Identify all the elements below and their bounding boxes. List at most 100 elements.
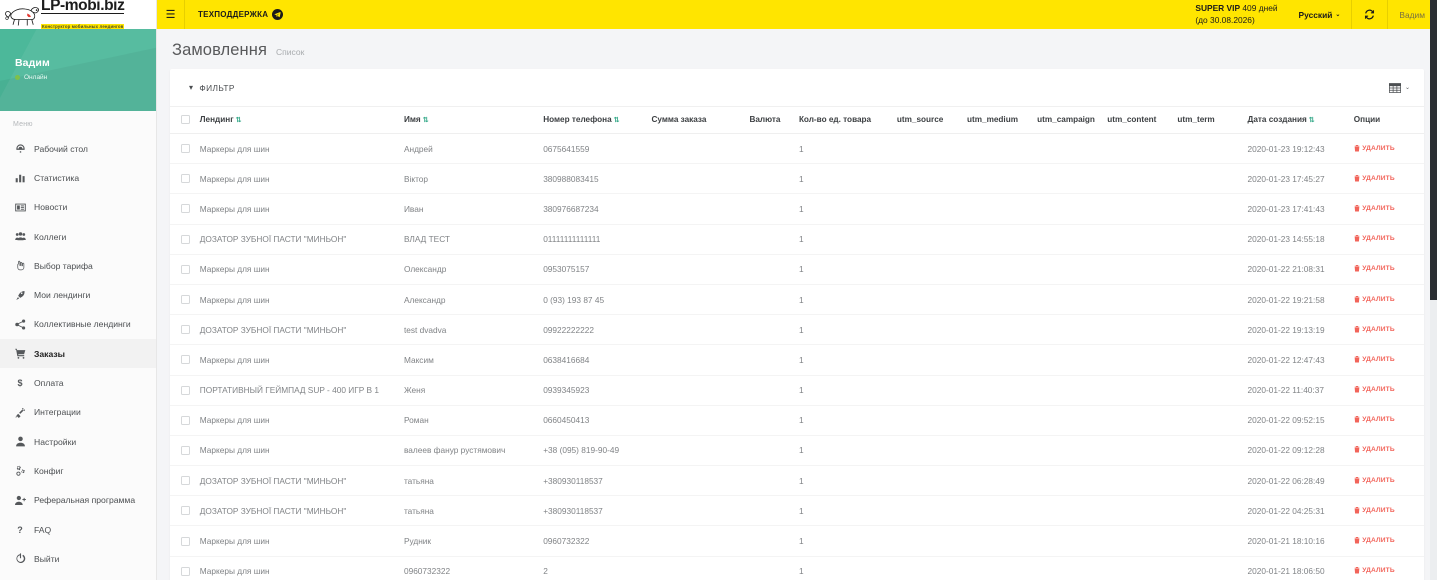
col-header-name[interactable]: Имя ⇅ bbox=[399, 107, 540, 134]
sidebar-item-payment[interactable]: $ Оплата bbox=[0, 368, 156, 397]
table-row[interactable]: Маркеры для шин Олександр 0953075157 1 2020-… bbox=[170, 254, 1424, 285]
sidebar-item-tariff[interactable]: Выбор тарифа bbox=[0, 251, 156, 280]
table-row[interactable]: Маркеры для шин Андрей 0675641559 1 2020-01-… bbox=[170, 133, 1424, 165]
row-checkbox[interactable] bbox=[181, 355, 190, 365]
delete-row-button[interactable]: УДАЛИТЬ bbox=[1354, 567, 1395, 574]
row-select-cell[interactable] bbox=[170, 495, 196, 527]
table-row[interactable]: Маркеры для шин Рудник 0960732322 1 2020-01-… bbox=[170, 525, 1424, 557]
table-row[interactable]: Маркеры для шин 0960732322 2 1 2020-01-21 18… bbox=[170, 556, 1424, 580]
col-header-phone[interactable]: Номер телефона ⇅ bbox=[539, 107, 648, 134]
profile-card[interactable]: Вадим Онлайн bbox=[0, 29, 156, 111]
filter-button[interactable]: ▾​ ФИЛЬТР bbox=[189, 83, 235, 93]
row-checkbox[interactable] bbox=[181, 415, 190, 425]
delete-row-button[interactable]: УДАЛИТЬ bbox=[1354, 174, 1395, 182]
delete-row-button[interactable]: УДАЛИТЬ bbox=[1354, 325, 1395, 333]
delete-row-button[interactable]: УДАЛИТЬ bbox=[1354, 476, 1395, 484]
table-row[interactable]: ДОЗАТОР ЗУБНОЇ ПАСТИ "МИНЬОН" татьяна +380… bbox=[170, 465, 1424, 497]
col-header-utm-content[interactable]: utm_content bbox=[1103, 107, 1174, 134]
delete-row-button[interactable]: УДАЛИТЬ bbox=[1354, 204, 1395, 212]
row-checkbox[interactable] bbox=[181, 295, 190, 305]
table-row[interactable]: Маркеры для шин Иван 380976687234 1 2020-01-… bbox=[170, 193, 1424, 225]
row-checkbox[interactable] bbox=[181, 204, 190, 214]
row-select-cell[interactable] bbox=[170, 224, 196, 255]
sidebar-item-config[interactable]: Конфиг bbox=[0, 456, 156, 485]
sidebar-item-colleagues[interactable]: Коллеги bbox=[0, 222, 156, 251]
table-row[interactable]: Маркеры для шин Максим 0638416684 1 2020-01-… bbox=[170, 344, 1424, 376]
user-menu[interactable]: Вадим bbox=[1387, 0, 1437, 29]
hamburger-menu-icon[interactable]: ☰ bbox=[157, 0, 185, 29]
row-select-cell[interactable] bbox=[170, 405, 196, 436]
table-row[interactable]: Маркеры для шин Александр 0 (93) 193 87 45… bbox=[170, 284, 1424, 316]
row-select-cell[interactable] bbox=[170, 435, 196, 467]
row-checkbox[interactable] bbox=[181, 144, 190, 154]
row-select-cell[interactable] bbox=[170, 163, 196, 195]
delete-row-button[interactable]: УДАЛИТЬ bbox=[1354, 295, 1395, 303]
table-row[interactable]: Маркеры для шин Роман 0660450413 1 2020-01-2… bbox=[170, 405, 1424, 436]
table-row[interactable]: Маркеры для шин Віктор 380988083415 1 2020-0… bbox=[170, 163, 1424, 195]
col-header-landing[interactable]: Лендинг ⇅ bbox=[195, 107, 400, 134]
sidebar-item-orders[interactable]: Заказы bbox=[0, 339, 156, 369]
col-header-sum[interactable]: Сумма заказа bbox=[647, 107, 746, 134]
row-select-cell[interactable] bbox=[170, 375, 196, 406]
sidebar-item-collective-landings[interactable]: Коллективные лендинги bbox=[0, 310, 156, 339]
sidebar-item-logout[interactable]: Выйти bbox=[0, 544, 156, 573]
table-row[interactable]: ДОЗАТОР ЗУБНОЇ ПАСТИ "МИНЬОН" ВЛАД ТЕСТ 01… bbox=[170, 224, 1424, 255]
col-header-utm-source[interactable]: utm_source bbox=[892, 107, 964, 134]
page-scrollbar-thumb[interactable] bbox=[1430, 0, 1437, 300]
row-checkbox[interactable] bbox=[181, 506, 190, 516]
refresh-icon[interactable] bbox=[1351, 0, 1387, 29]
row-checkbox[interactable] bbox=[181, 174, 190, 184]
row-checkbox[interactable] bbox=[181, 234, 190, 244]
sidebar-item-settings[interactable]: Настройки bbox=[0, 427, 156, 456]
row-select-cell[interactable] bbox=[170, 133, 196, 165]
table-row[interactable]: ПОРТАТИВНЫЙ ГЕЙМПАД SUP - 400 ИГР В 1 Жен… bbox=[170, 375, 1424, 406]
delete-row-button[interactable]: УДАЛИТЬ bbox=[1354, 144, 1395, 152]
col-header-utm-term[interactable]: utm_term bbox=[1173, 107, 1244, 134]
row-select-cell[interactable] bbox=[170, 314, 196, 346]
row-checkbox[interactable] bbox=[181, 325, 190, 335]
col-header-utm-campaign[interactable]: utm_campaign bbox=[1033, 107, 1104, 134]
delete-row-button[interactable]: УДАЛИТЬ bbox=[1354, 537, 1395, 544]
row-select-cell[interactable] bbox=[170, 193, 196, 225]
sidebar-item-referral-program[interactable]: Реферальная программа bbox=[0, 486, 156, 515]
sidebar-item-my-landings[interactable]: Мои лендинги bbox=[0, 280, 156, 309]
delete-row-button[interactable]: УДАЛИТЬ bbox=[1354, 355, 1395, 363]
delete-row-button[interactable]: УДАЛИТЬ bbox=[1354, 235, 1395, 242]
row-select-cell[interactable] bbox=[170, 465, 196, 497]
row-checkbox[interactable] bbox=[181, 445, 190, 455]
row-checkbox[interactable] bbox=[181, 385, 190, 395]
row-select-cell[interactable] bbox=[170, 525, 196, 557]
row-select-cell[interactable] bbox=[170, 254, 196, 285]
delete-row-button[interactable]: УДАЛИТЬ bbox=[1354, 416, 1395, 423]
table-row[interactable]: ДОЗАТОР ЗУБНОЇ ПАСТИ "МИНЬОН" татьяна +380… bbox=[170, 495, 1424, 527]
sidebar-item-dashboard[interactable]: Рабочий стол bbox=[0, 134, 156, 163]
delete-row-button[interactable]: УДАЛИТЬ bbox=[1354, 386, 1395, 393]
select-all-checkbox[interactable] bbox=[181, 115, 190, 124]
row-select-cell[interactable] bbox=[170, 344, 196, 376]
sidebar-item-faq[interactable]: ? FAQ bbox=[0, 515, 156, 544]
col-header-qty[interactable]: Кол-во ед. товара bbox=[794, 107, 893, 134]
row-select-cell[interactable] bbox=[170, 556, 196, 580]
row-checkbox[interactable] bbox=[181, 566, 190, 576]
row-select-cell[interactable] bbox=[170, 284, 196, 316]
sidebar-item-news[interactable]: Новости bbox=[0, 193, 156, 222]
language-selector[interactable]: Русский ⌄ bbox=[1288, 0, 1352, 29]
delete-row-button[interactable]: УДАЛИТЬ bbox=[1354, 446, 1395, 453]
delete-row-button[interactable]: УДАЛИТЬ bbox=[1354, 265, 1395, 272]
support-link[interactable]: ТЕХПОДДЕРЖКА bbox=[185, 0, 297, 29]
row-checkbox[interactable] bbox=[181, 264, 190, 274]
page-scrollbar-track[interactable] bbox=[1430, 0, 1437, 580]
row-checkbox[interactable] bbox=[181, 476, 190, 486]
delete-row-button[interactable]: УДАЛИТЬ bbox=[1354, 506, 1395, 514]
column-chooser-button[interactable]: ⌄ bbox=[1388, 82, 1410, 93]
col-header-currency[interactable]: Валюта bbox=[745, 107, 795, 134]
logo[interactable]: LP-mobi.biz Конструктор мобильных лендин… bbox=[0, 0, 156, 29]
table-row[interactable]: ДОЗАТОР ЗУБНОЇ ПАСТИ "МИНЬОН" test dvadva… bbox=[170, 314, 1424, 346]
sidebar-item-integrations[interactable]: Интеграции bbox=[0, 398, 156, 427]
select-all-header[interactable] bbox=[170, 107, 196, 134]
col-header-created[interactable]: Дата создания ⇅ bbox=[1243, 107, 1350, 134]
table-row[interactable]: Маркеры для шин валеев фанур рустямович +3… bbox=[170, 435, 1424, 467]
col-header-utm-medium[interactable]: utm_medium bbox=[963, 107, 1034, 134]
row-checkbox[interactable] bbox=[181, 536, 190, 546]
sidebar-item-statistics[interactable]: Статистика bbox=[0, 163, 156, 192]
